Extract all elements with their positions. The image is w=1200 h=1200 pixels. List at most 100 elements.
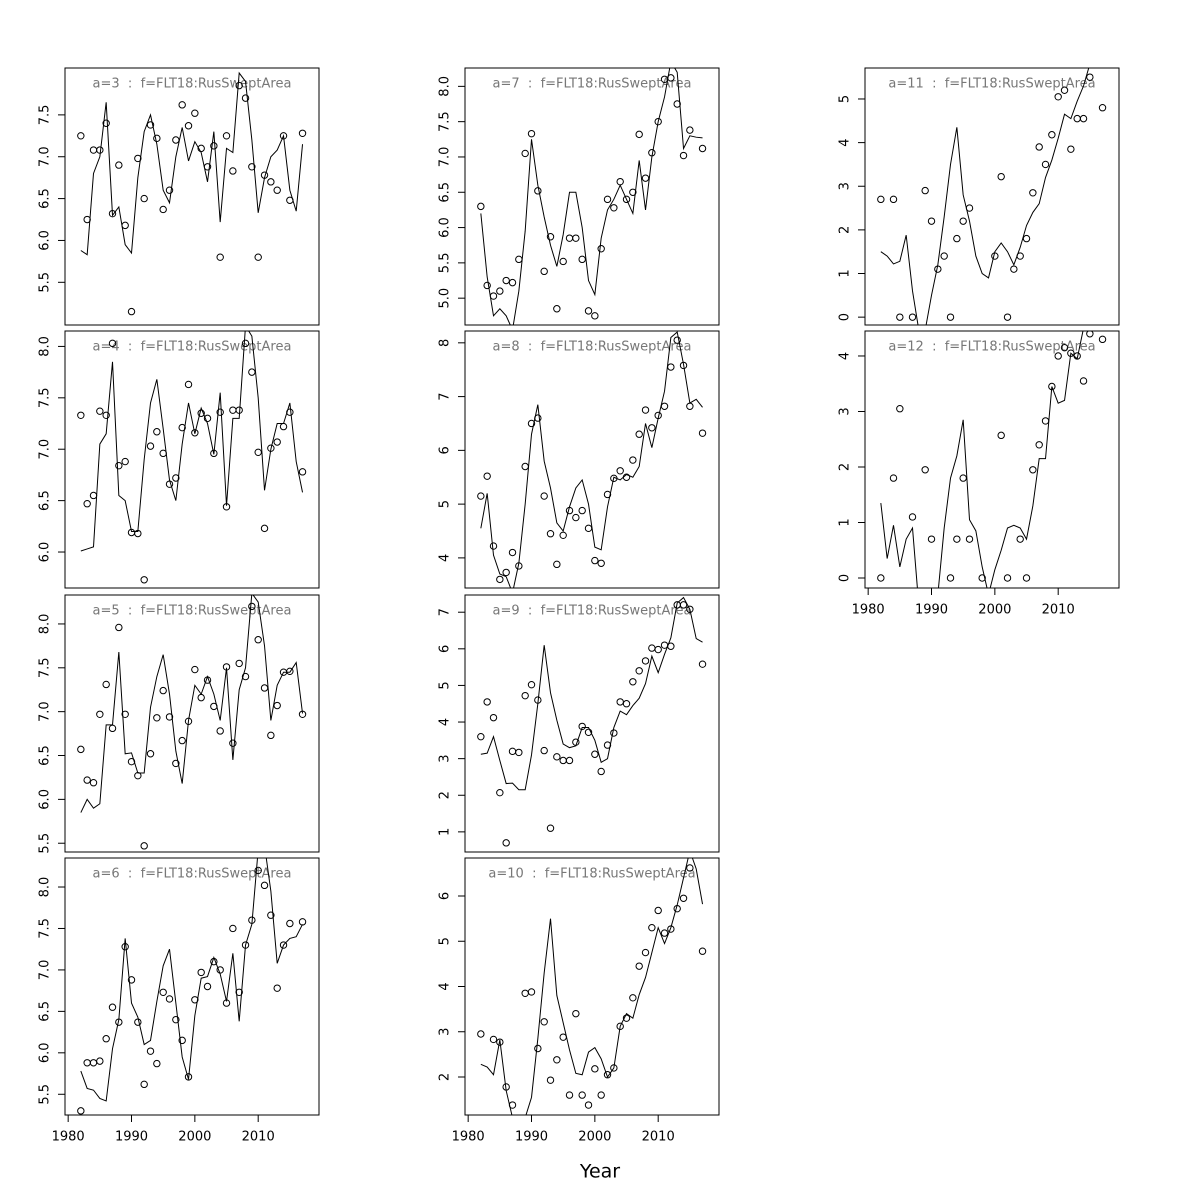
observation-point [908,313,917,321]
panel-title: a=9 : f=FLT18:RusSweptArea [493,604,692,619]
observation-point [146,442,155,450]
observation-point [102,119,110,127]
observation-point [184,122,193,130]
observation-point [635,430,643,438]
observation-point [197,968,205,977]
observation-point [77,132,85,140]
panel: a=3 : f=FLT18:RusSweptArea 5.5 6.0 6.5 7.0 7.… [38,67,320,326]
observation-point [279,941,288,949]
observation-point [540,1018,548,1026]
y-tick-label: 4 [438,554,453,562]
observation-point [96,710,104,718]
observation-point [578,255,586,264]
observation-point [1079,114,1088,123]
y-tick-label: 5 [438,681,453,689]
x-tick-label: 2000 [578,1130,611,1145]
observation-point [1010,265,1018,273]
y-tick-label: 0 [838,313,853,321]
observation-point [553,753,561,761]
y-tick-label: 6.0 [438,217,453,238]
observation-point [489,542,498,550]
observation-point [140,842,148,850]
panel-frame [864,330,1120,589]
y-tick-label: 7.5 [38,657,53,678]
plot-area [477,596,707,847]
observation-point [1035,441,1043,449]
y-tick-label: 6.5 [38,1001,53,1022]
observation-point [641,406,650,414]
observation-point [496,575,504,584]
panel: a=12 : f=FLT18:RusSweptArea 0 1 2 3 4 1980 1990… [838,330,1120,618]
x-tick-label: 2010 [642,1130,675,1145]
x-tick-label: 1980 [52,1130,85,1145]
observation-point [127,307,136,316]
panel: a=9 : f=FLT18:RusSweptArea 1 2 3 4 5 6 7 [438,594,720,853]
panel: a=11 : f=FLT18:RusSweptArea 0 1 2 3 4 5 [838,67,1120,326]
fitted-line [80,858,303,1102]
observation-point [102,680,110,689]
observation-point [1054,93,1062,101]
observation-point [153,714,161,722]
y-tick-label: 8 [438,339,453,347]
panel: a=5 : f=FLT18:RusSweptArea 5.5 6.0 6.5 7.0 7.… [38,594,320,854]
observation-point [222,132,231,140]
observation-point [241,94,250,102]
observation-point [877,574,885,582]
observation-point [153,428,161,436]
y-tick-label: 7.0 [438,147,453,168]
observation-point [159,686,167,695]
observation-point [159,205,167,214]
observation-point [502,568,510,577]
observation-point [121,457,129,466]
observation-point [508,278,517,287]
observation-point [635,667,643,675]
observation-point [184,380,193,389]
observation-point [603,490,612,499]
observation-point [591,312,599,320]
fitted-line [480,596,703,791]
panel: a=6 : f=FLT18:RusSweptArea 5.5 6.0 6.5 7.0 7.… [38,857,320,1145]
observation-point [946,313,955,321]
observation-point [273,984,281,992]
observation-point [77,745,85,754]
observation-point [216,253,224,261]
observation-point [1022,574,1031,582]
observation-point [534,1044,542,1053]
panel-title: a=12 : f=FLT18:RusSweptArea [888,340,1095,355]
observation-point [273,438,281,446]
y-tick-label: 7.0 [38,701,53,722]
observation-point [210,142,218,150]
observation-point [597,767,605,776]
y-tick-label: 5 [838,95,853,103]
y-tick-label: 7.0 [38,146,53,167]
observation-point [191,996,199,1004]
observation-point [235,81,243,90]
y-tick-label: 0 [838,574,853,582]
observation-point [273,186,281,194]
observation-point [489,1035,498,1044]
panel-frame [464,67,720,326]
observation-point [648,424,656,432]
observation-point [115,161,123,169]
y-tick-label: 6.0 [38,230,53,251]
y-tick-label: 5.5 [438,253,453,274]
observation-point [267,911,275,919]
observation-point [686,126,694,134]
x-tick-label: 1990 [915,603,948,618]
observation-point [629,456,637,464]
observation-point [502,839,510,847]
panel-title: a=10 : f=FLT18:RusSweptArea [488,867,695,882]
observation-point [1016,535,1024,543]
observation-point [953,234,961,243]
y-tick-label: 7.5 [38,387,53,408]
y-tick-label: 1 [838,269,853,277]
observation-point [597,245,605,253]
y-tick-label: 6.0 [38,789,53,810]
observation-point [921,186,929,195]
observation-point [241,672,250,681]
observation-point [553,1056,561,1064]
observation-point [235,659,243,668]
observation-point [927,535,936,543]
observation-point [572,234,580,242]
